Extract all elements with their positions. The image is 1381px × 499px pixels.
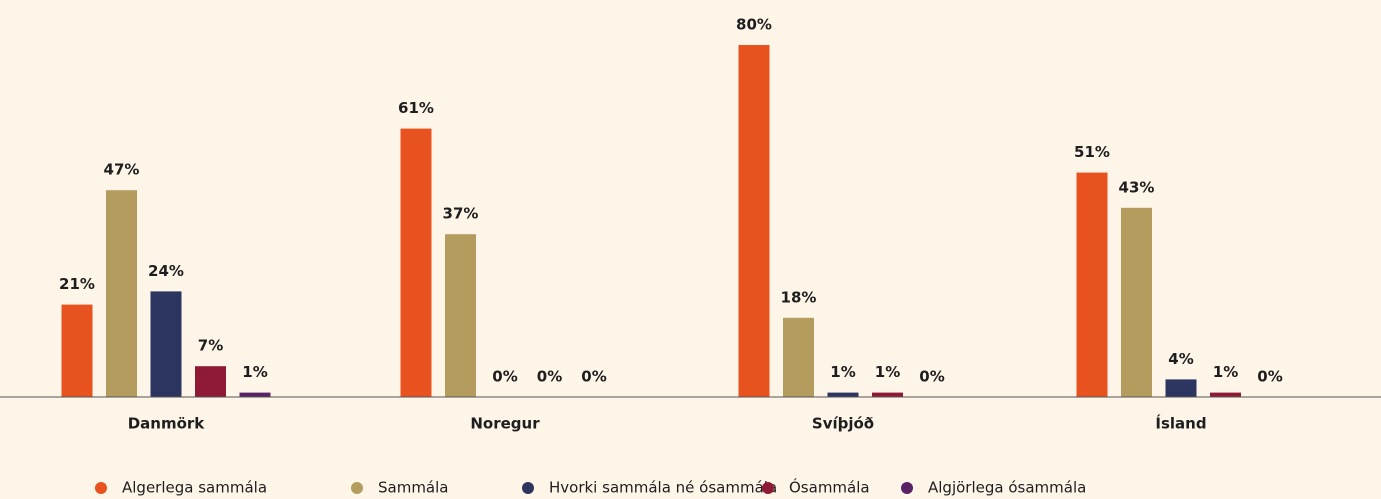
- value-label: 61%: [398, 99, 434, 117]
- value-label: 1%: [242, 363, 267, 381]
- value-label: 0%: [581, 368, 606, 386]
- bar: [827, 392, 859, 397]
- legend-label: Hvorki sammála né ósammála: [549, 479, 777, 497]
- bar: [1076, 172, 1108, 397]
- value-label: 0%: [492, 368, 517, 386]
- value-label: 37%: [443, 205, 479, 223]
- category-label: Danmörk: [128, 415, 206, 433]
- bar: [239, 392, 271, 397]
- bar: [195, 366, 226, 397]
- value-label: 7%: [198, 337, 223, 355]
- value-label: 51%: [1074, 143, 1110, 161]
- bar: [1165, 379, 1197, 397]
- legend-label: Ósammála: [789, 478, 870, 497]
- legend-swatch: [901, 482, 913, 494]
- value-label: 4%: [1168, 350, 1193, 368]
- bar: [445, 234, 476, 397]
- value-label: 18%: [781, 288, 817, 306]
- category-label: Ísland: [1155, 414, 1206, 433]
- value-label: 47%: [104, 161, 140, 179]
- value-label: 1%: [1213, 363, 1238, 381]
- value-label: 1%: [830, 363, 855, 381]
- legend-swatch: [95, 482, 107, 494]
- bar: [1210, 392, 1241, 397]
- legend-label: Algjörlega ósammála: [928, 479, 1086, 497]
- bar: [1121, 207, 1152, 397]
- value-label: 0%: [537, 368, 562, 386]
- value-label: 80%: [736, 16, 772, 34]
- bar: [106, 190, 137, 397]
- bar: [61, 304, 93, 397]
- legend-swatch: [351, 482, 363, 494]
- bar: [738, 45, 770, 397]
- value-label: 24%: [148, 262, 184, 280]
- legend-swatch: [762, 482, 774, 494]
- value-label: 1%: [875, 363, 900, 381]
- value-label: 0%: [1257, 368, 1282, 386]
- category-label: Noregur: [470, 415, 540, 433]
- value-label: 43%: [1119, 178, 1155, 196]
- bar: [400, 128, 432, 397]
- value-label: 21%: [59, 275, 95, 293]
- bar: [150, 291, 182, 397]
- value-label: 0%: [919, 368, 944, 386]
- category-label: Svíþjóð: [812, 415, 874, 433]
- bar: [872, 392, 903, 397]
- legend-label: Algerlega sammála: [122, 479, 267, 497]
- legend-label: Sammála: [378, 479, 449, 497]
- legend-swatch: [522, 482, 534, 494]
- bar: [783, 317, 814, 397]
